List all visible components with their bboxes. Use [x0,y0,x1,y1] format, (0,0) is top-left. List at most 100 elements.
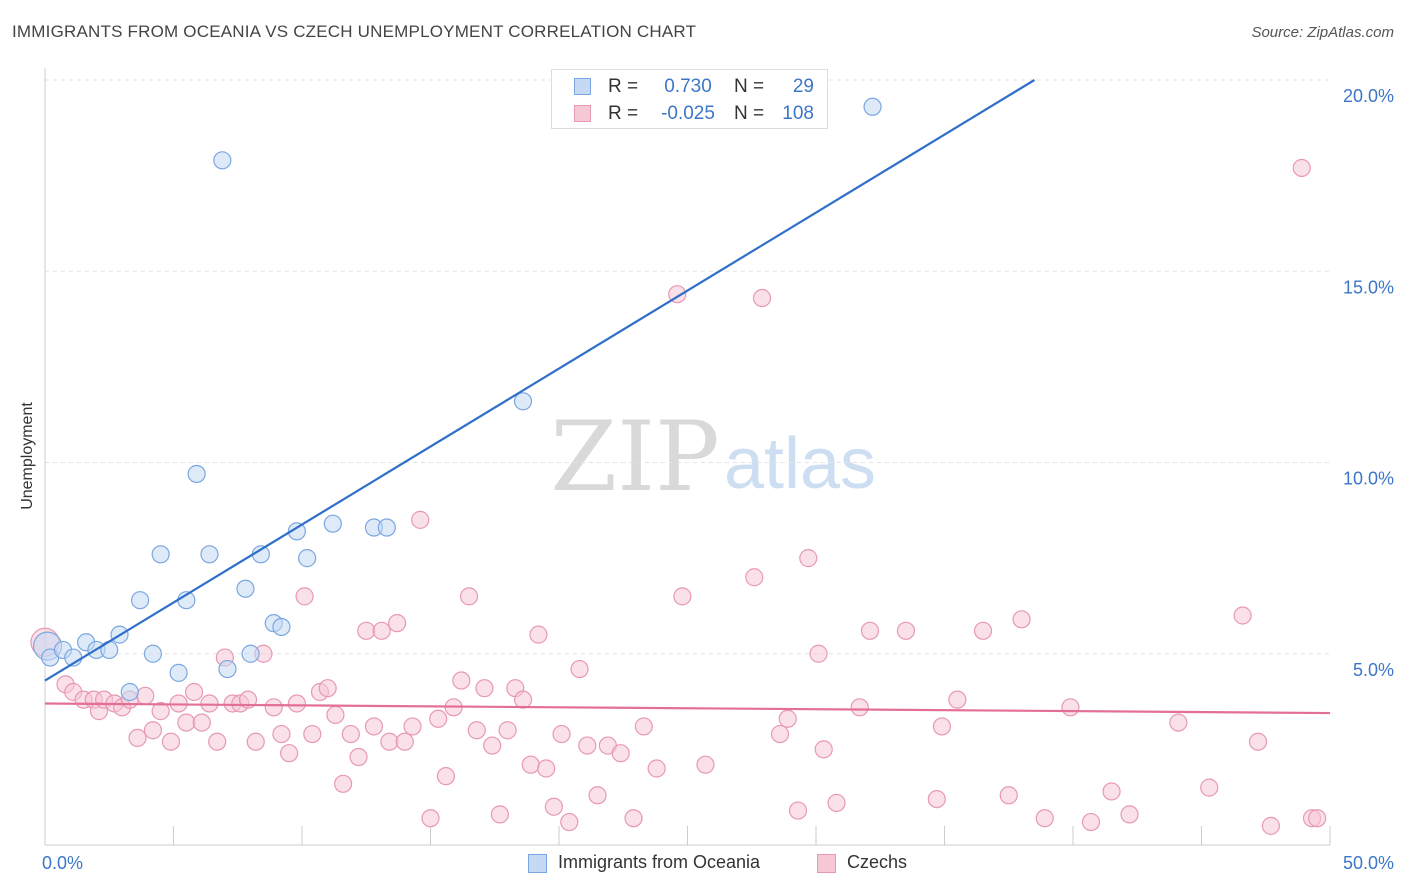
data-point [403,717,422,736]
data-point [827,793,846,813]
data-point [208,732,227,751]
bottom-legend-swatch-oceania [528,854,547,873]
axes [44,68,1331,846]
legend-r-value: -0.025 [661,103,715,124]
data-point [513,690,533,709]
data-point [236,579,255,598]
data-point [287,522,306,541]
trend-line-czechs [44,702,1331,715]
data-point [1200,778,1219,797]
data-point [1233,606,1252,625]
data-point [544,797,563,816]
data-point [151,702,170,721]
data-point [513,392,533,411]
data-point [436,767,456,786]
data-point [377,518,396,537]
data-point [246,732,265,751]
data-point [745,568,764,587]
data-point [863,97,882,116]
x-tick-label-start: 0.0% [42,853,83,873]
data-point [192,713,211,732]
legend-swatch-oceania [574,78,591,95]
data-point [151,545,170,564]
y-tick-label: 20.0% [1343,86,1394,106]
data-point [570,659,589,679]
data-point [552,724,571,744]
data-point [611,744,630,763]
watermark: ZIP atlas [550,401,876,513]
data-point [218,659,237,679]
data-point [809,644,828,663]
data-point [323,514,342,533]
data-point [272,617,291,637]
data-point [143,644,163,663]
data-point [1102,782,1121,801]
data-point [537,759,556,778]
watermark-atlas: atlas [724,424,876,504]
data-point [341,724,360,744]
data-point [1061,698,1080,717]
data-point [521,755,540,774]
data-point [120,682,139,702]
trend-line-oceania [44,79,1036,682]
data-point [799,549,818,568]
data-point [498,721,517,740]
trend-lines [44,79,1331,715]
data-point [459,587,479,606]
data-point [624,809,643,828]
legend-r-label: R = [608,76,639,97]
source-label: Source: ZipAtlas.com [1251,24,1394,41]
data-point [1035,809,1054,828]
data-point [280,744,299,763]
data-point [770,724,790,744]
data-point [200,545,219,564]
data-point [130,591,150,610]
data-point [529,625,548,644]
data-point [1308,809,1327,828]
data-point [241,644,260,663]
data-point [814,740,833,759]
data-point [1169,713,1188,732]
data-point [128,728,147,748]
data-point [588,786,607,805]
data-point [272,724,291,744]
data-point [411,510,430,529]
data-point [1012,610,1031,629]
data-point [948,690,967,709]
data-point [467,721,486,740]
data-point [372,621,391,640]
stats-legend: R = 0.730 N = 29 R = -0.025 N = 108 [551,69,828,129]
data-point [673,587,692,606]
data-point [421,809,440,828]
data-point [788,801,808,820]
data-point [560,812,579,832]
data-point [578,736,597,755]
data-point [295,587,314,606]
bottom-legend-label-czechs: Czechs [847,852,908,872]
data-point [634,717,653,736]
data-point [287,694,306,713]
legend-swatch-czechs [574,105,591,122]
legend-n-value: 29 [792,76,814,97]
data-point [475,679,494,698]
data-point [932,717,952,736]
legend-r-value: 0.730 [664,76,712,97]
data-point [490,805,509,824]
data-point [264,698,283,717]
data-point [860,621,880,640]
legend-n-value: 108 [782,103,814,124]
data-point [200,694,219,713]
data-point [161,732,181,751]
data-point [696,755,715,774]
data-point [380,732,399,751]
bottom-legend-label-oceania: Immigrants from Oceania [558,852,761,872]
data-point [357,621,376,640]
data-point [927,789,946,809]
y-tick-label: 5.0% [1353,660,1394,680]
x-tick-label-end: 50.0% [1343,853,1394,873]
data-point [364,717,384,736]
data-point [647,759,666,778]
data-point [136,686,155,705]
data-point [973,621,993,640]
